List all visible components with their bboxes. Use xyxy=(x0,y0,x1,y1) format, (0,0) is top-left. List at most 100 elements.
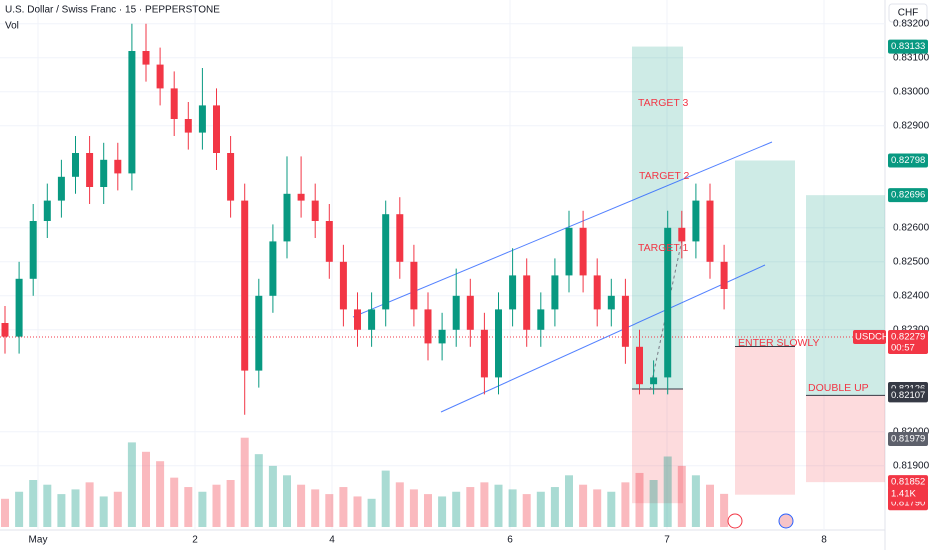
y-tick-label: 0.83100 xyxy=(893,52,930,63)
candle-body xyxy=(607,295,615,310)
volume-bar xyxy=(71,489,80,527)
last-price-tag xyxy=(888,329,928,354)
candle-body xyxy=(650,377,658,385)
volume-bar xyxy=(424,494,432,527)
volume-bar xyxy=(156,461,165,527)
volume-bar xyxy=(508,489,517,527)
stop-zone xyxy=(632,388,683,504)
y-tick-label: 0.83200 xyxy=(893,18,930,29)
candle-body xyxy=(452,295,460,330)
x-tick-label: 8 xyxy=(821,535,827,546)
candle-body xyxy=(438,329,446,344)
volume-bar xyxy=(254,454,263,527)
channel-line xyxy=(352,141,773,318)
currency-label[interactable]: CHF xyxy=(898,8,919,19)
candle-body xyxy=(100,159,108,187)
symbol-tag xyxy=(853,329,886,344)
price-tag-label: 0.81790 xyxy=(891,498,925,509)
price-tag xyxy=(888,39,928,54)
candle-body xyxy=(368,309,376,330)
price-tag xyxy=(888,431,928,446)
price-tag xyxy=(888,188,928,203)
candle-body xyxy=(382,214,390,310)
candle-body xyxy=(283,193,291,242)
volume-bar xyxy=(113,491,122,527)
volume-label: Vol xyxy=(5,21,19,32)
candle-body xyxy=(593,275,601,310)
countdown-label: 00:57 xyxy=(891,342,915,353)
last-price-label: 0.82279 xyxy=(891,331,925,342)
volume-bar xyxy=(57,494,66,527)
volume-bar xyxy=(635,472,644,527)
candle-body xyxy=(579,227,587,276)
candle-body xyxy=(325,221,333,262)
price-tag-label: 0.83133 xyxy=(891,41,925,52)
x-tick-label: May xyxy=(29,535,48,546)
candle-body xyxy=(297,193,305,201)
annotation: TARGET 2 xyxy=(639,170,690,182)
volume-bar xyxy=(579,484,588,527)
y-tick-label: 0.83000 xyxy=(893,86,930,97)
target-zone xyxy=(735,160,795,347)
candle-body xyxy=(424,309,432,344)
volume-bar xyxy=(691,475,700,527)
annotation: ENTER SLOWLY xyxy=(738,337,820,349)
price-tag-label: 1.41K xyxy=(891,488,916,499)
volume-bar xyxy=(367,498,376,527)
candle-body xyxy=(636,346,643,385)
candle-body xyxy=(706,200,714,262)
candle-body xyxy=(57,176,65,201)
volume-bar xyxy=(297,484,306,527)
candle-body xyxy=(523,275,531,330)
volume-bar xyxy=(593,489,602,527)
event-icon[interactable] xyxy=(727,513,743,529)
candle-body xyxy=(170,88,178,119)
y-tick-label: 0.81900 xyxy=(893,460,930,471)
chart-title: U.S. Dollar / Swiss Franc · 15 · PEPPERS… xyxy=(5,5,220,16)
candle-body xyxy=(678,227,686,242)
flag-icon[interactable] xyxy=(778,513,794,529)
candle-body xyxy=(227,153,235,201)
annotation: DOUBLE UP xyxy=(808,382,869,394)
y-tick-label: 0.82500 xyxy=(893,256,930,267)
candle-body xyxy=(311,200,319,221)
price-tag-label: 0.81979 xyxy=(891,433,925,444)
currency-button[interactable] xyxy=(888,3,928,23)
candle-body xyxy=(720,261,728,289)
volume-bar xyxy=(311,489,320,527)
candle-body xyxy=(480,329,488,378)
candle-body xyxy=(495,309,502,378)
volume-bar xyxy=(536,491,545,527)
candle-body xyxy=(396,214,404,262)
x-tick-label: 6 xyxy=(507,535,513,546)
candle-body xyxy=(339,261,347,310)
candle-body xyxy=(354,309,361,330)
volume-bar xyxy=(706,484,714,527)
volume-bar xyxy=(1,498,9,527)
candle-body xyxy=(128,51,136,174)
candle-body xyxy=(551,275,559,310)
volume-bar xyxy=(99,496,108,527)
price-tag-label: 0.82107 xyxy=(891,390,925,401)
volume-bar xyxy=(29,480,38,527)
candle-body xyxy=(269,241,277,296)
x-tick-label: 2 xyxy=(192,535,198,546)
volume-bar xyxy=(212,484,221,527)
volume-bar xyxy=(565,475,573,527)
volume-bar xyxy=(494,484,503,527)
volume-bar xyxy=(142,451,150,527)
price-tag xyxy=(888,475,928,490)
volume-bar xyxy=(438,496,447,527)
x-tick-label: 7 xyxy=(664,535,670,546)
candle-body xyxy=(565,227,573,276)
candle-body xyxy=(692,200,700,242)
price-tag xyxy=(888,486,928,501)
volume-bar xyxy=(226,480,235,527)
price-tag-label: 0.81852 xyxy=(891,477,925,488)
volume-bar xyxy=(677,465,686,527)
price-tag-label: 0.82798 xyxy=(891,155,925,166)
channel-line xyxy=(440,264,766,413)
volume-bar xyxy=(663,456,672,527)
volume-bar xyxy=(43,484,52,527)
